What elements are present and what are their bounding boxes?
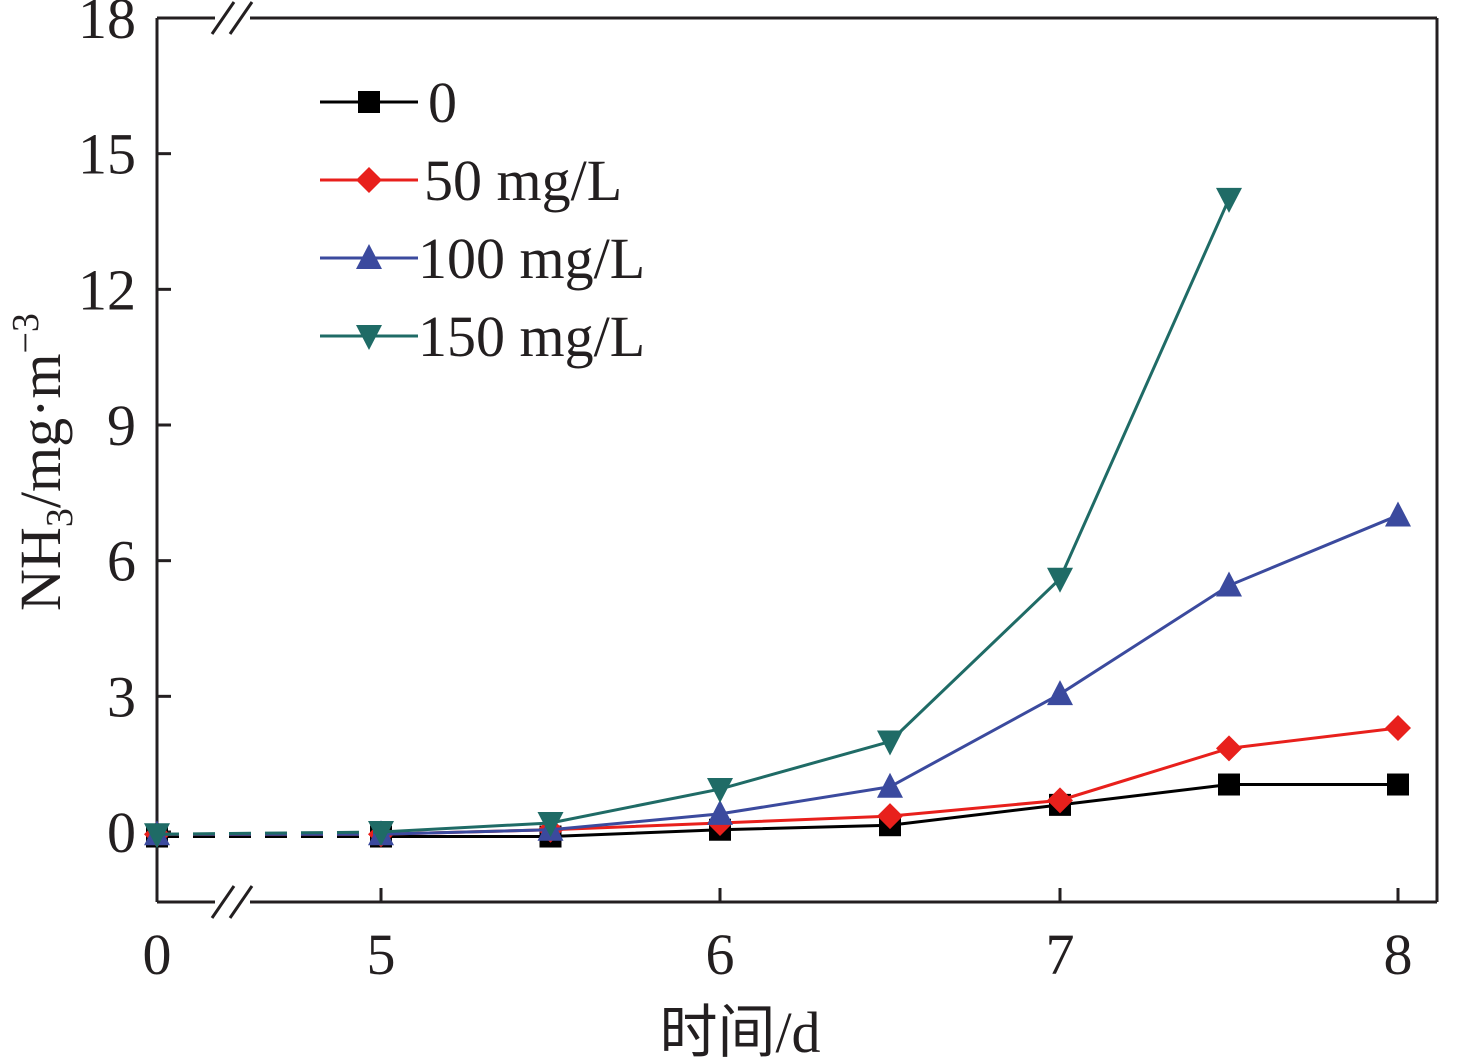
y-tick-label: 3 [107, 664, 136, 729]
series-3 [144, 187, 1242, 849]
series-marker [1385, 501, 1411, 527]
series-marker [537, 811, 564, 837]
series-marker [877, 772, 903, 798]
y-tick-label: 18 [78, 0, 136, 51]
x-tick-label: 5 [367, 922, 396, 987]
legend-item: 0 [320, 70, 457, 135]
series-marker [707, 799, 733, 825]
y-axis: 0 3 6 9 12 15 18 [78, 0, 171, 865]
legend-label: 150 mg/L [418, 304, 645, 369]
x-axis-break-mark [210, 885, 254, 919]
y-axis-title-superscript: −3 [5, 313, 47, 353]
series-marker [1047, 680, 1073, 706]
legend: 0 50 mg/L 100 mg/L 150 mg/L [320, 70, 645, 369]
legend-marker [358, 91, 380, 113]
x-axis-title: 时间/d [659, 1000, 820, 1060]
series-marker [877, 803, 903, 830]
x-tick-label: 6 [706, 922, 735, 987]
legend-label: 50 mg/L [424, 148, 622, 213]
y-axis-title: NH3/mg·m−3 [5, 313, 81, 611]
series-0 [146, 773, 1409, 848]
y-tick-label: 9 [107, 393, 136, 458]
series-marker [1385, 714, 1411, 741]
series-marker [1047, 567, 1073, 593]
legend-item: 50 mg/L [320, 148, 622, 213]
x-tick-label: 8 [1384, 922, 1413, 987]
series-layer [144, 187, 1411, 849]
legend-item: 100 mg/L [320, 226, 645, 291]
legend-marker [356, 167, 382, 193]
legend-label: 100 mg/L [418, 226, 645, 291]
y-axis-title-main: NH [8, 527, 73, 611]
legend-item: 150 mg/L [320, 304, 645, 369]
y-tick-label: 12 [78, 257, 136, 322]
series-marker [368, 821, 394, 846]
x-tick-label: 0 [143, 922, 172, 987]
y-axis-title-units: /mg·m [8, 353, 73, 508]
legend-label: 0 [428, 70, 457, 135]
x-axis: 0 5 6 7 8 [143, 888, 1413, 987]
y-tick-label: 0 [107, 800, 136, 865]
y-tick-label: 15 [78, 122, 136, 187]
series-marker [707, 778, 733, 804]
y-axis-title-subscript: 3 [39, 508, 81, 527]
top-axis-break-mark [210, 1, 254, 35]
series-marker [144, 823, 170, 849]
series-marker [1047, 787, 1073, 814]
series-line [380, 198, 1231, 834]
series-marker [1218, 773, 1240, 796]
series-marker [1387, 773, 1409, 796]
legend-marker [356, 325, 382, 350]
series-marker [1216, 187, 1242, 213]
y-tick-label: 6 [107, 529, 136, 594]
series-line-break-segment [156, 830, 382, 836]
series-marker [877, 730, 903, 756]
series-marker [1216, 571, 1242, 597]
plot-frame [155, 1, 1439, 919]
series-marker [1216, 735, 1242, 762]
legend-marker [356, 244, 382, 269]
x-tick-label: 7 [1046, 922, 1075, 987]
